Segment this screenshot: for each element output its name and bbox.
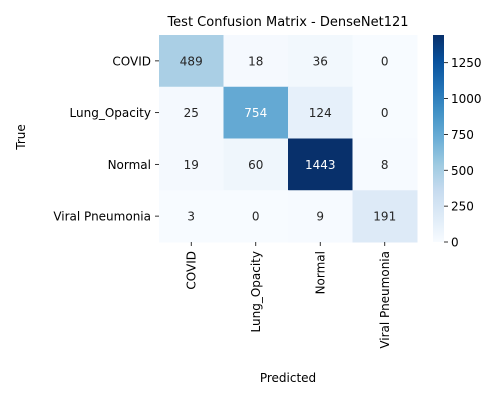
heatmap-cell (159, 138, 224, 191)
heatmap-cell (352, 35, 418, 88)
heatmap-cell (159, 35, 224, 88)
heatmap-cell (352, 138, 418, 191)
heatmap-cell (159, 86, 224, 139)
y-tick-label: Normal (108, 158, 151, 172)
cell-value-label: 124 (309, 106, 332, 120)
cell-value-label: 25 (184, 106, 199, 120)
heatmap-cell (288, 190, 353, 243)
cell-value-label: 19 (184, 158, 199, 172)
colorbar-tick-label: 0 (451, 236, 459, 250)
heatmap-cell (352, 86, 418, 139)
cell-value-label: 191 (373, 210, 396, 224)
y-axis-ticks: COVID Lung_Opacity Normal Viral Pneumonia (53, 54, 159, 224)
cell-value-label: 1443 (305, 158, 336, 172)
x-tick-label: Viral Pneumonia (378, 251, 392, 349)
y-axis-label: True (14, 124, 28, 151)
x-axis-ticks: COVID Lung_Opacity Normal Viral Pneumonia (184, 242, 392, 349)
colorbar-tick-label: 1000 (451, 92, 482, 106)
colorbar-tick-label: 1250 (451, 56, 482, 70)
x-tick-label: Lung_Opacity (249, 251, 263, 332)
heatmap-cell (159, 190, 224, 243)
heatmap-cell (352, 190, 418, 243)
cell-value-label: 0 (381, 106, 389, 120)
cell-value-label: 8 (381, 158, 389, 172)
cell-value-label: 3 (187, 210, 195, 224)
colorbar-ticks: 0 250 500 750 1000 1250 (444, 56, 482, 250)
y-tick-label: Lung_Opacity (70, 106, 151, 120)
heatmap-cell (288, 86, 353, 139)
x-tick-label: Normal (313, 251, 327, 294)
colorbar-tick-label: 750 (451, 128, 474, 142)
cell-value-label: 60 (248, 158, 263, 172)
cell-value-label: 9 (316, 210, 324, 224)
chart-title: Test Confusion Matrix - DenseNet121 (166, 15, 408, 30)
colorbar (433, 35, 444, 242)
heatmap-cell (223, 138, 289, 191)
heatmap-cell (223, 190, 289, 243)
y-tick-label: Viral Pneumonia (53, 210, 151, 224)
cell-value-label: 0 (252, 210, 260, 224)
heatmap-cell (223, 86, 289, 139)
cell-value-label: 754 (244, 106, 267, 120)
x-axis-label: Predicted (260, 371, 316, 385)
cell-value-label: 489 (180, 54, 203, 68)
heatmap-cell (288, 35, 353, 88)
x-tick-label: COVID (184, 251, 198, 290)
heatmap-cell (223, 35, 289, 88)
heatmap-cells (159, 35, 418, 243)
colorbar-tick-label: 250 (451, 200, 474, 214)
heatmap-cell (288, 138, 353, 191)
cell-value-label: 18 (248, 54, 263, 68)
cell-value-label: 0 (381, 54, 389, 68)
colorbar-tick-label: 500 (451, 164, 474, 178)
cell-value-label: 36 (313, 54, 328, 68)
cell-value-labels: 489 18 36 0 25 754 124 0 19 60 1443 8 3 0 9 191 (180, 54, 396, 223)
y-tick-label: COVID (112, 54, 151, 68)
